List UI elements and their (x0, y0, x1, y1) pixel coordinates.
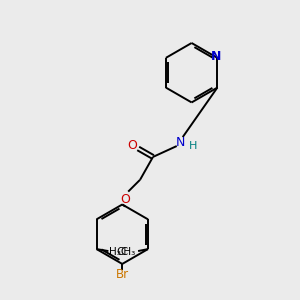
Text: H₃C: H₃C (109, 247, 128, 257)
Text: O: O (120, 193, 130, 206)
Text: N: N (176, 136, 185, 148)
Text: O: O (127, 139, 137, 152)
Text: N: N (211, 50, 221, 63)
Text: Br: Br (116, 268, 129, 281)
Text: CH₃: CH₃ (116, 247, 136, 257)
Text: H: H (188, 141, 197, 151)
